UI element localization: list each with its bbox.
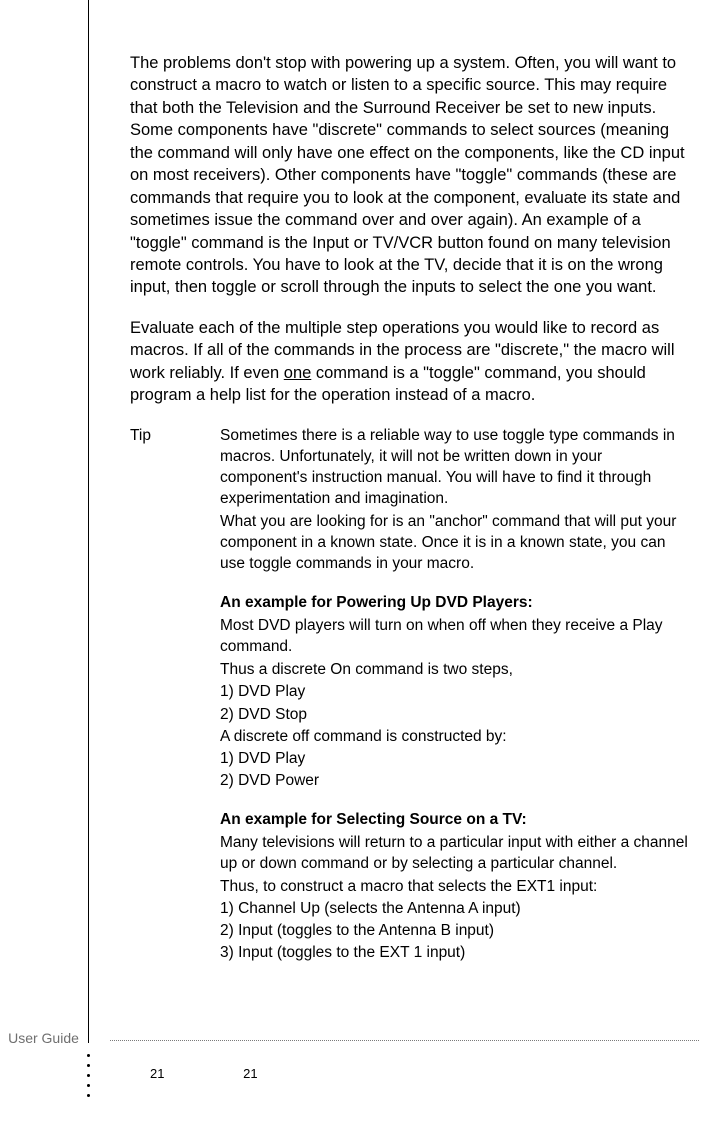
list-item: 2) DVD Stop <box>220 704 689 725</box>
text-line: Sometimes there is a reliable way to use… <box>220 425 689 509</box>
tip-intro: Sometimes there is a reliable way to use… <box>220 425 689 575</box>
page-number: 21 <box>150 1066 164 1081</box>
footer-label: User Guide <box>0 1030 87 1046</box>
text-line: Many televisions will return to a partic… <box>220 832 689 874</box>
list-item: 1) DVD Play <box>220 748 689 769</box>
tip-example-tv: An example for Selecting Source on a TV:… <box>220 809 689 964</box>
text-line: Thus, to construct a macro that selects … <box>220 876 689 897</box>
text-line: Thus a discrete On command is two steps, <box>220 659 689 680</box>
vertical-rule <box>88 0 89 1043</box>
tip-label: Tip <box>130 425 192 965</box>
text-line: Most DVD players will turn on when off w… <box>220 615 689 657</box>
paragraph: Evaluate each of the multiple step opera… <box>130 317 689 407</box>
page-numbers: 21 21 <box>150 1066 258 1081</box>
list-item: 3) Input (toggles to the EXT 1 input) <box>220 942 689 963</box>
list-item: 1) Channel Up (selects the Antenna A inp… <box>220 898 689 919</box>
tip-block: Tip Sometimes there is a reliable way to… <box>130 425 689 965</box>
text-line: A discrete off command is constructed by… <box>220 726 689 747</box>
tip-example-dvd: An example for Powering Up DVD Players: … <box>220 592 689 791</box>
document-page: The problems don't stop with powering up… <box>0 0 717 1123</box>
horizontal-dotted-rule <box>110 1040 699 1041</box>
paragraph: The problems don't stop with powering up… <box>130 52 689 299</box>
tip-body: Sometimes there is a reliable way to use… <box>220 425 689 965</box>
underlined-text: one <box>284 364 312 382</box>
page-number: 21 <box>243 1066 257 1081</box>
example-heading: An example for Powering Up DVD Players: <box>220 592 689 613</box>
body-text-column: The problems don't stop with powering up… <box>130 52 689 964</box>
list-item: 2) DVD Power <box>220 770 689 791</box>
list-item: 2) Input (toggles to the Antenna B input… <box>220 920 689 941</box>
example-heading: An example for Selecting Source on a TV: <box>220 809 689 830</box>
list-item: 1) DVD Play <box>220 681 689 702</box>
footer-dot-ornament <box>87 1054 90 1104</box>
text-line: What you are looking for is an "anchor" … <box>220 511 689 574</box>
